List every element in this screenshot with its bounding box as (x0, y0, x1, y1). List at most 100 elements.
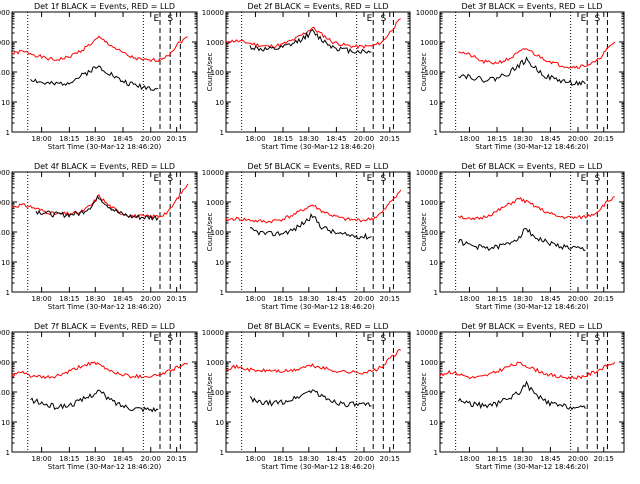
y-tick-label: 1 (6, 129, 10, 137)
x-tick-label: 18:15 (487, 135, 507, 143)
plot-frame (439, 171, 625, 293)
plot-frame (225, 171, 411, 293)
x-axis-label: Start Time (30-Mar-12 18:46:20) (261, 303, 375, 311)
x-tick-label: 20:15 (380, 135, 400, 143)
x-tick-label: 18:30 (299, 135, 319, 143)
x-tick-label: 18:00 (32, 455, 52, 463)
x-tick-label: 20:00 (354, 295, 374, 303)
y-tick-label: 10 (1, 259, 10, 267)
x-tick-label: 20:15 (380, 455, 400, 463)
y-tick-label: 100 (425, 389, 438, 397)
x-tick-label: 20:15 (167, 135, 187, 143)
marker-label-s: S (594, 174, 600, 184)
x-tick-label: 18:00 (459, 455, 479, 463)
marker-label-e: E (367, 14, 373, 24)
plot-frame (11, 171, 198, 293)
y-tick-label: 10 (429, 419, 438, 427)
marker-label-s: S (167, 174, 173, 184)
x-axis-label: Start Time (30-Mar-12 18:46:20) (48, 143, 162, 151)
y-tick-label: 10 (215, 419, 224, 427)
marker-label-s: S (594, 334, 600, 344)
series-events-black (457, 380, 586, 411)
y-tick-label: 100 (0, 229, 10, 237)
y-tick-label: 1000 (206, 199, 224, 207)
plot-frame (225, 331, 411, 453)
y-tick-label: 1000 (0, 39, 10, 47)
y-tick-label: 100 (211, 229, 224, 237)
panel-det-7: Det 7f BLACK = Events, RED = LLD 1 10 100 10… (0, 322, 198, 471)
panel-det-2: Det 2f BLACK = Events, RED = LLD 1 10 100 10… (202, 2, 411, 151)
marker-label-e: E (367, 334, 373, 344)
marker-label-e: E (153, 174, 159, 184)
x-tick-label: 18:15 (273, 455, 293, 463)
series-events-black (457, 227, 586, 252)
x-tick-label: 20:15 (380, 295, 400, 303)
x-tick-label: 18:15 (487, 295, 507, 303)
y-tick-label: 10 (215, 259, 224, 267)
series-lld-red (11, 35, 188, 63)
x-tick-label: 18:45 (113, 295, 133, 303)
panel-title: Det 5f BLACK = Events, RED = LLD (247, 162, 388, 171)
y-tick-label: 100 (211, 69, 224, 77)
marker-label-e: E (581, 14, 587, 24)
marker-label-s: S (167, 14, 173, 24)
x-tick-label: 18:30 (85, 295, 105, 303)
panel-title: Det 4f BLACK = Events, RED = LLD (34, 162, 175, 171)
y-tick-label: 1 (434, 449, 438, 457)
x-tick-label: 18:30 (299, 455, 319, 463)
series-lld-red (439, 361, 616, 381)
x-tick-label: 18:00 (459, 295, 479, 303)
x-tick-label: 18:30 (513, 455, 533, 463)
y-tick-label: 10 (1, 419, 10, 427)
x-tick-label: 18:15 (59, 455, 79, 463)
x-axis-label: Start Time (30-Mar-12 18:46:20) (261, 463, 375, 471)
y-tick-label: 10 (429, 259, 438, 267)
marker-label-e: E (367, 174, 373, 184)
x-tick-label: 18:30 (85, 135, 105, 143)
y-tick-label: 1000 (420, 199, 438, 207)
x-tick-label: 18:45 (113, 135, 133, 143)
y-tick-label: 10000 (416, 329, 438, 337)
series-events-black (458, 56, 586, 87)
y-axis-label: Counts/sec (420, 53, 428, 92)
y-tick-label: 1000 (0, 359, 10, 367)
x-tick-label: 18:15 (59, 295, 79, 303)
y-axis-label: Counts/sec (420, 373, 428, 412)
y-tick-label: 10000 (0, 9, 10, 17)
y-tick-label: 10 (215, 99, 224, 107)
y-tick-label: 100 (0, 389, 10, 397)
panel-title: Det 7f BLACK = Events, RED = LLD (34, 322, 175, 331)
y-tick-label: 10000 (202, 169, 224, 177)
y-tick-label: 100 (425, 69, 438, 77)
series-events-black (249, 389, 372, 408)
series-lld-red (225, 189, 402, 224)
panel-det-8: Det 8f BLACK = Events, RED = LLD 1 10 100 10… (202, 322, 411, 471)
x-axis-label: Start Time (30-Mar-12 18:46:20) (475, 463, 589, 471)
series-lld-red (11, 361, 188, 380)
x-tick-label: 20:00 (568, 135, 588, 143)
y-tick-label: 1000 (206, 359, 224, 367)
x-axis-label: Start Time (30-Mar-12 18:46:20) (475, 143, 589, 151)
y-tick-label: 10 (1, 99, 10, 107)
plot-frame (225, 11, 411, 133)
y-tick-label: 1 (6, 289, 10, 297)
y-tick-label: 1000 (420, 39, 438, 47)
marker-label-s: S (594, 14, 600, 24)
x-tick-label: 18:30 (513, 135, 533, 143)
y-axis-label: Counts/sec (206, 53, 214, 92)
y-axis-label: Counts/sec (206, 213, 214, 252)
y-tick-label: 10000 (416, 9, 438, 17)
panel-title: Det 6f BLACK = Events, RED = LLD (461, 162, 602, 171)
y-axis-label: Counts/sec (206, 373, 214, 412)
x-tick-label: 18:45 (540, 455, 560, 463)
x-tick-label: 18:45 (113, 455, 133, 463)
x-tick-label: 18:00 (459, 135, 479, 143)
series-lld-red (225, 348, 401, 375)
x-tick-label: 18:00 (245, 295, 265, 303)
panel-title: Det 9f BLACK = Events, RED = LLD (461, 322, 602, 331)
marker-label-s: S (380, 14, 386, 24)
x-tick-label: 20:15 (594, 295, 614, 303)
x-tick-label: 18:30 (513, 295, 533, 303)
